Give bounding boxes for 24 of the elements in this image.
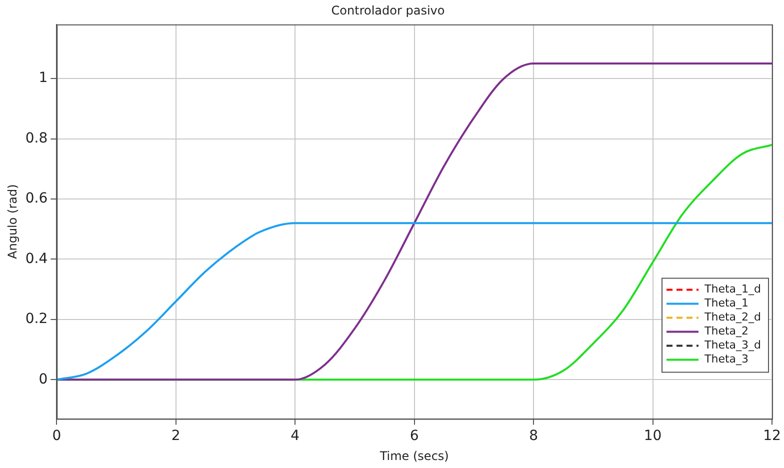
y-axis-title: Angulo (rad) bbox=[5, 184, 20, 259]
y-tick-label: 0 bbox=[38, 371, 48, 388]
legend-label: Theta_3 bbox=[704, 352, 749, 366]
x-tick-label: 4 bbox=[290, 428, 300, 444]
legend-label: Theta_3_d bbox=[704, 338, 762, 352]
y-tick-label: 0.6 bbox=[25, 190, 48, 207]
chart-title: Controlador pasivo bbox=[331, 3, 445, 18]
y-tick-label: 0.4 bbox=[25, 250, 48, 267]
x-tick-label: 10 bbox=[644, 428, 662, 444]
legend-label: Theta_2_d bbox=[704, 310, 762, 324]
x-tick-label: 12 bbox=[763, 428, 781, 444]
legend-label: Theta_1_d bbox=[704, 282, 762, 296]
x-tick-label: 0 bbox=[52, 428, 62, 444]
x-tick-label: 6 bbox=[410, 428, 419, 444]
x-axis-title: Time (secs) bbox=[378, 448, 449, 463]
y-tick-label: 1 bbox=[38, 70, 48, 86]
line-series bbox=[56, 222, 772, 381]
legend-label: Theta_1 bbox=[704, 296, 749, 310]
line-series bbox=[56, 62, 772, 381]
y-tick-label: 0.2 bbox=[25, 311, 48, 328]
x-tick-label: 8 bbox=[529, 428, 538, 444]
y-tick-label: 0.8 bbox=[25, 130, 48, 146]
legend-label: Theta_2 bbox=[704, 324, 749, 338]
x-tick-label: 2 bbox=[171, 428, 180, 444]
